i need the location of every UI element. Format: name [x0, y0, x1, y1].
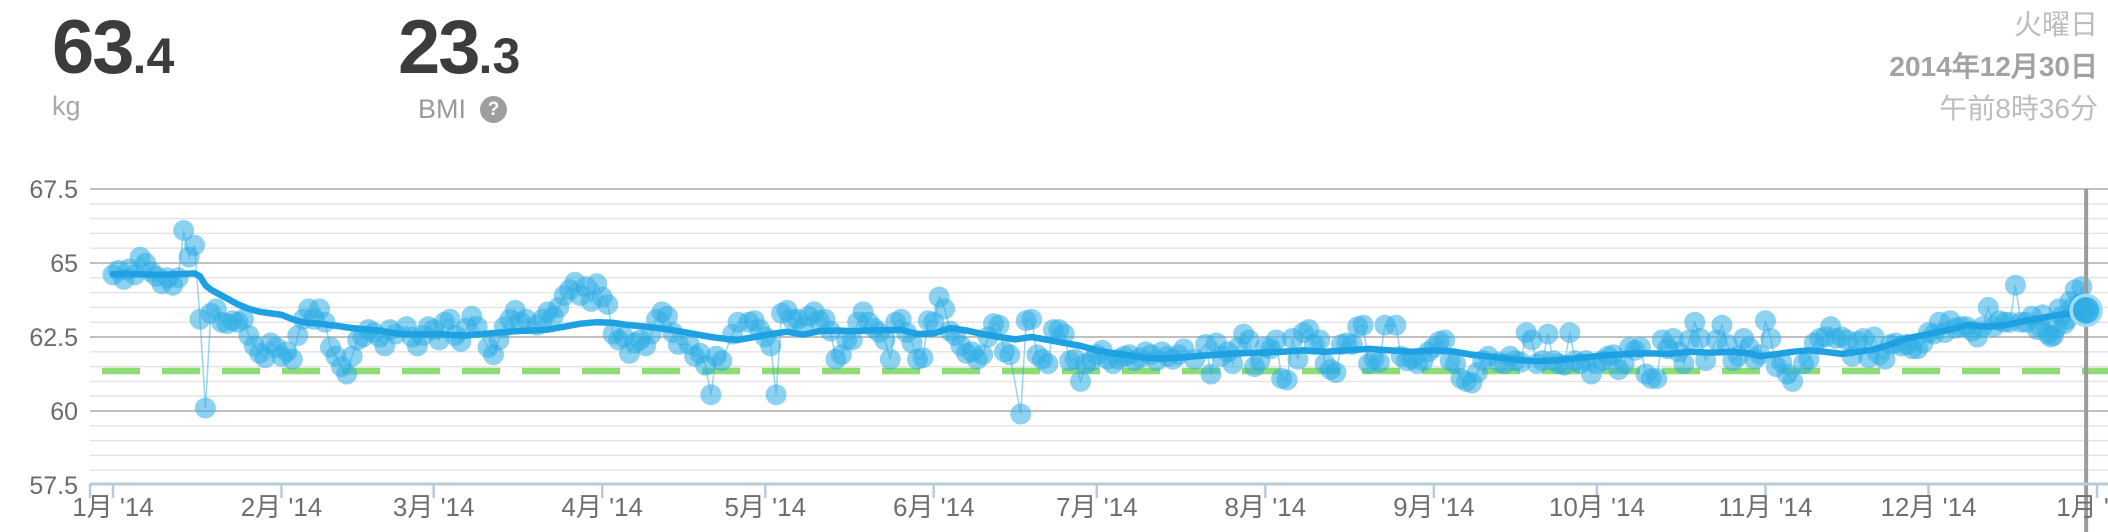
- data-point[interactable]: [1782, 370, 1804, 392]
- data-point[interactable]: [439, 308, 461, 330]
- data-point[interactable]: [1200, 363, 1222, 385]
- data-point[interactable]: [287, 325, 309, 347]
- x-tick-label: 5月 '14: [724, 492, 806, 522]
- y-tick-labels: 67.5 65 62.5 60 57.5: [29, 176, 78, 500]
- y-tick-label: 67.5: [29, 176, 78, 204]
- data-point[interactable]: [760, 335, 782, 357]
- data-point[interactable]: [711, 350, 733, 372]
- data-point[interactable]: [1646, 367, 1668, 389]
- data-point[interactable]: [173, 219, 195, 241]
- y-tick-label: 57.5: [29, 472, 78, 500]
- data-point[interactable]: [912, 347, 934, 369]
- data-point[interactable]: [1559, 322, 1581, 344]
- weight-metric: 63.4 kg: [52, 10, 174, 122]
- weight-integer: 63: [52, 5, 135, 90]
- data-point[interactable]: [1711, 314, 1733, 336]
- y-tick-label: 60: [50, 398, 78, 426]
- x-tick-label: 3月 '14: [393, 492, 475, 522]
- current-weight-point[interactable]: [2069, 293, 2103, 328]
- data-point[interactable]: [232, 308, 254, 330]
- data-point[interactable]: [336, 363, 358, 385]
- x-tick-label: 2月 '14: [241, 492, 323, 522]
- y-tick-label: 65: [50, 250, 78, 278]
- data-point[interactable]: [1352, 314, 1374, 336]
- datetime-block: 火曜日 2014年12月30日 午前8時36分: [1889, 4, 2098, 130]
- x-tick-label: 8月 '14: [1225, 492, 1307, 522]
- data-point[interactable]: [281, 348, 303, 370]
- bmi-label: BMI: [418, 94, 467, 124]
- data-point[interactable]: [1863, 326, 1885, 348]
- data-point[interactable]: [184, 234, 206, 256]
- data-point[interactable]: [1760, 327, 1782, 349]
- data-point[interactable]: [194, 397, 216, 419]
- weight-unit-label: kg: [52, 91, 81, 121]
- data-point[interactable]: [2004, 274, 2026, 296]
- data-point[interactable]: [1325, 362, 1347, 384]
- data-point[interactable]: [656, 305, 678, 327]
- data-point[interactable]: [167, 267, 189, 289]
- weight-value: 63.4: [52, 10, 174, 86]
- weight-chart[interactable]: 1月 '14 2月 '14 3月 '14 4月 '14 5月 '14 6月 '14 7月 '…: [0, 140, 2108, 532]
- data-point[interactable]: [999, 344, 1021, 366]
- data-point[interactable]: [1368, 351, 1390, 373]
- weight-decimal: .4: [132, 28, 175, 84]
- data-point[interactable]: [341, 345, 363, 367]
- data-point[interactable]: [1684, 311, 1706, 333]
- data-point[interactable]: [1238, 329, 1260, 351]
- data-point[interactable]: [972, 344, 994, 366]
- data-point[interactable]: [1010, 403, 1032, 425]
- data-point[interactable]: [901, 332, 923, 354]
- x-axis: [88, 482, 2108, 498]
- bmi-integer: 23: [398, 5, 481, 90]
- data-point[interactable]: [1265, 329, 1287, 351]
- x-tick-label: 10月 '14: [1549, 492, 1645, 522]
- data-point[interactable]: [1070, 370, 1092, 392]
- data-point[interactable]: [765, 384, 787, 406]
- data-point[interactable]: [1434, 329, 1456, 351]
- x-tick-label: 9月 '14: [1393, 492, 1475, 522]
- data-point[interactable]: [1537, 323, 1559, 345]
- data-point[interactable]: [1689, 327, 1711, 349]
- time-label: 午前8時36分: [1939, 93, 2098, 124]
- data-point[interactable]: [1309, 329, 1331, 351]
- x-tick-label: 11月 '14: [1718, 492, 1812, 522]
- y-tick-label: 62.5: [29, 324, 78, 352]
- date-label: 2014年12月30日: [1889, 51, 2098, 82]
- question-mark-glyph: ?: [487, 99, 500, 120]
- data-point[interactable]: [988, 314, 1010, 336]
- data-point[interactable]: [1673, 353, 1695, 375]
- data-point[interactable]: [1037, 353, 1059, 375]
- trend-line: [109, 270, 2090, 365]
- data-point[interactable]: [879, 348, 901, 370]
- x-tick-label: 4月 '14: [561, 492, 643, 522]
- bmi-value: 23.3: [398, 10, 520, 86]
- data-point[interactable]: [1021, 308, 1043, 330]
- data-point[interactable]: [1521, 329, 1543, 351]
- data-point[interactable]: [841, 329, 863, 351]
- data-point[interactable]: [700, 384, 722, 406]
- bmi-decimal: .3: [478, 28, 521, 84]
- data-point[interactable]: [597, 293, 619, 315]
- x-tick-label: 12月 '14: [1880, 492, 1976, 522]
- data-point[interactable]: [874, 329, 896, 351]
- weekday-label: 火曜日: [2013, 9, 2098, 40]
- bmi-help-icon[interactable]: ?: [480, 96, 508, 123]
- x-tick-labels: 1月 '14 2月 '14 3月 '14 4月 '14 5月 '14 6月 '14 7月 '…: [72, 492, 2108, 522]
- data-point[interactable]: [1276, 369, 1298, 391]
- x-tick-label: 1月 '14: [72, 492, 154, 522]
- bmi-metric: 23.3 BMI ?: [398, 10, 520, 125]
- data-point[interactable]: [1754, 310, 1776, 332]
- x-tick-label: 1月 '15: [2056, 492, 2108, 522]
- x-tick-label: 6月 '14: [893, 492, 975, 522]
- x-tick-label: 7月 '14: [1056, 492, 1138, 522]
- chart-area: 1月 '14 2月 '14 3月 '14 4月 '14 5月 '14 6月 '14 7月 '…: [0, 140, 2108, 532]
- data-point[interactable]: [934, 298, 956, 320]
- data-point[interactable]: [1222, 353, 1244, 375]
- data-point[interactable]: [1385, 314, 1407, 336]
